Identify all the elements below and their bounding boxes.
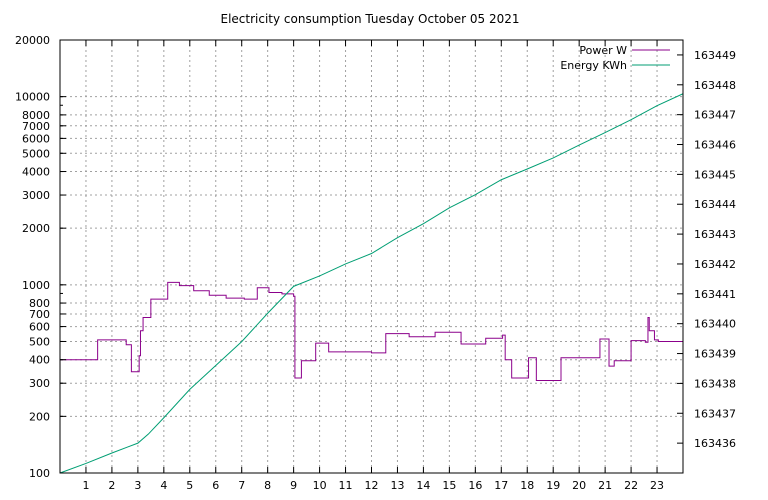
x-tick-label: 2	[108, 479, 115, 492]
x-tick-label: 21	[598, 479, 612, 492]
y-left-tick-label: 700	[29, 308, 50, 321]
x-tick-label: 15	[442, 479, 456, 492]
x-tick-label: 18	[520, 479, 534, 492]
x-tick-label: 19	[546, 479, 560, 492]
axis-ticks	[60, 39, 683, 474]
y-left-tick-label: 400	[29, 354, 50, 367]
x-tick-label: 16	[468, 479, 482, 492]
y-right-tick-label: 163443	[694, 228, 736, 241]
x-tick-label: 23	[650, 479, 664, 492]
x-tick-label: 22	[624, 479, 638, 492]
y-left-tick-label: 8000	[22, 109, 50, 122]
x-tick-label: 12	[365, 479, 379, 492]
x-tick-label: 5	[186, 479, 193, 492]
x-tick-label: 1	[82, 479, 89, 492]
x-tick-label: 11	[339, 479, 353, 492]
y-right-tick-label: 163442	[694, 258, 736, 271]
y-right-tick-label: 163438	[694, 377, 736, 390]
y-right-tick-label: 163437	[694, 407, 736, 420]
series-layer	[59, 93, 684, 474]
y-left-tick-label: 200	[29, 410, 50, 423]
y-left-tick-label: 3000	[22, 189, 50, 202]
y-left-tick-label: 800	[29, 297, 50, 310]
x-tick-label: 6	[212, 479, 219, 492]
x-tick-label: 3	[134, 479, 141, 492]
y-right-tick-label: 163447	[694, 109, 736, 122]
x-tick-labels: 1 2 3 4 5 6 7 8 9 10 11 12 13 14 15 16 17 18 19 20 21 22 23	[82, 479, 664, 492]
y-left-tick-label: 7000	[22, 120, 50, 133]
y-left-tick-label: 600	[29, 321, 50, 334]
y-left-tick-label: 4000	[22, 166, 50, 179]
y-right-tick-label: 163441	[694, 288, 736, 301]
x-tick-label: 17	[494, 479, 508, 492]
y-left-tick-label: 10000	[15, 91, 50, 104]
x-tick-label: 13	[390, 479, 404, 492]
y-right-tick-label: 163436	[694, 437, 736, 450]
chart-title: Electricity consumption Tuesday October …	[220, 12, 519, 26]
series-line-0	[60, 281, 683, 382]
legend-label: Power W	[579, 44, 627, 57]
x-tick-label: 10	[313, 479, 327, 492]
x-tick-label: 4	[160, 479, 167, 492]
y-right-tick-label: 163446	[694, 139, 736, 152]
y-right-tick-label: 163445	[694, 168, 736, 181]
y-right-tick-labels: 163436 163437 163438 163439 163440 163441 1634…	[694, 49, 736, 450]
y-left-tick-label: 100	[29, 467, 50, 480]
grid-lines	[60, 40, 683, 473]
y-right-tick-label: 163439	[694, 348, 736, 361]
x-tick-label: 7	[238, 479, 245, 492]
y-right-tick-label: 163444	[694, 198, 736, 211]
y-right-tick-label: 163448	[694, 79, 736, 92]
y-left-tick-label: 20000	[15, 34, 50, 47]
x-tick-label: 20	[572, 479, 586, 492]
legend: Power W Energy KWh	[560, 44, 670, 72]
y-left-tick-label: 500	[29, 335, 50, 348]
y-left-tick-label: 1000	[22, 279, 50, 292]
y-left-tick-label: 5000	[22, 147, 50, 160]
y-left-tick-label: 6000	[22, 132, 50, 145]
y-right-tick-label: 163440	[694, 318, 736, 331]
y-left-tick-label: 2000	[22, 222, 50, 235]
x-tick-label: 9	[290, 479, 297, 492]
y-left-tick-label: 300	[29, 377, 50, 390]
x-tick-label: 8	[264, 479, 271, 492]
x-tick-label: 14	[416, 479, 430, 492]
legend-label: Energy KWh	[560, 59, 627, 72]
y-right-tick-label: 163449	[694, 49, 736, 62]
series-line-1	[59, 93, 684, 474]
